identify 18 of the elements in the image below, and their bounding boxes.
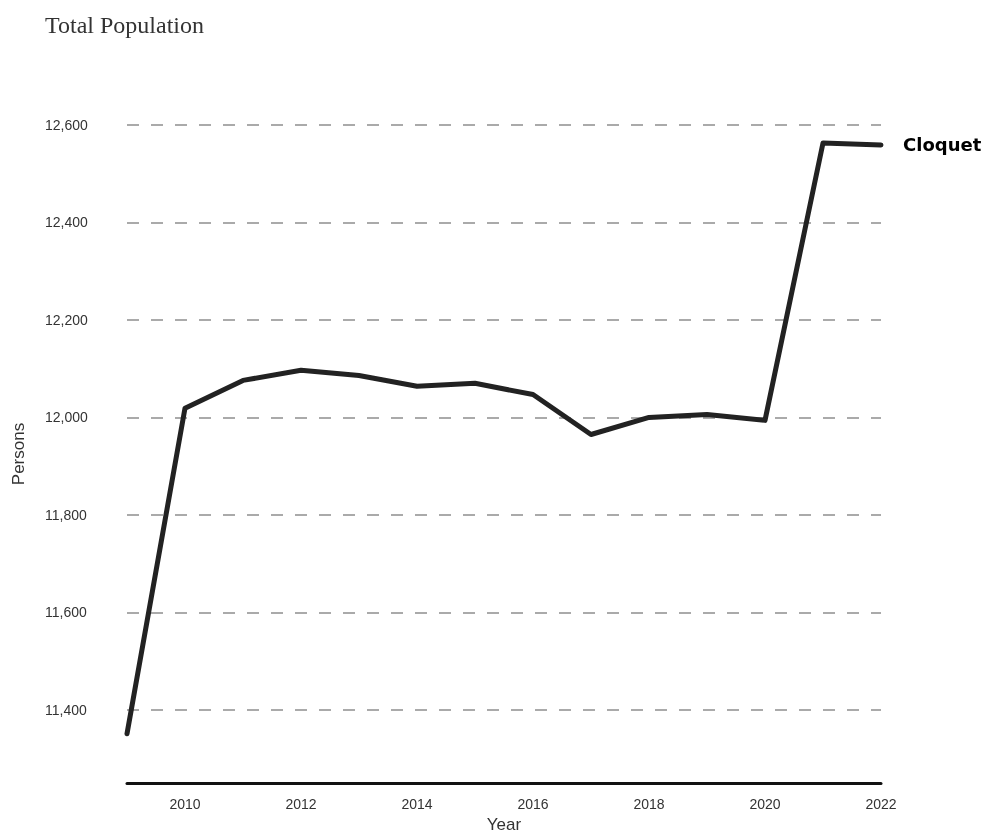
y-tick-label: 12,200: [45, 311, 89, 328]
x-tick-label: 2010: [169, 796, 201, 812]
x-axis-title: Year: [486, 814, 522, 834]
series-label: Cloquet: [903, 134, 982, 156]
y-tick-label: 12,000: [45, 409, 89, 426]
x-tick-label: 2012: [285, 796, 317, 812]
y-tick-label: 12,400: [45, 214, 89, 231]
y-tick-label: 11,600: [45, 604, 87, 621]
y-tick-label: 11,400: [45, 701, 87, 718]
y-tick-label: 12,600: [45, 117, 89, 133]
x-tick-label: 2018: [633, 796, 665, 812]
x-tick-label: 2022: [865, 796, 897, 812]
y-axis-title: Persons: [9, 422, 28, 486]
x-tick-label: 2020: [749, 796, 781, 812]
y-tick-label: 11,800: [45, 506, 87, 523]
chart-title: Total Population: [45, 12, 204, 38]
x-tick-label: 2014: [401, 796, 433, 812]
x-tick-label: 2016: [517, 796, 549, 812]
